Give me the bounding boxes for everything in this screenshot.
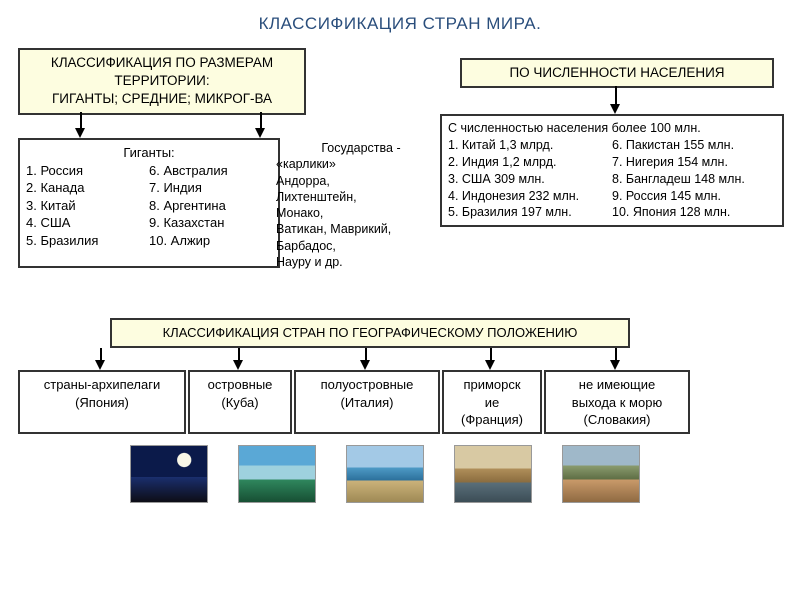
geo-category-box: островные(Куба) xyxy=(188,370,292,434)
geo-category-line: не имеющие xyxy=(552,376,682,394)
dwarfs-header: Государства - xyxy=(276,140,446,156)
size-line1: КЛАССИФИКАЦИЯ ПО РАЗМЕРАМ xyxy=(26,54,298,72)
population-box: С численностью населения более 100 млн. … xyxy=(440,114,784,227)
giants-col1: 1. Россия 2. Канада 3. Китай 4. США 5. Б… xyxy=(26,162,149,250)
population-row: 3. США 309 млн.8. Бангладеш 148 млн. xyxy=(448,171,776,188)
size-classification-box: КЛАССИФИКАЦИЯ ПО РАЗМЕРАМ ТЕРРИТОРИИ: ГИ… xyxy=(18,48,306,115)
giants-box: Гиганты: 1. Россия 2. Канада 3. Китай 4.… xyxy=(18,138,280,268)
dwarf-states-box: Государства - «карлики» Андорра, Лихтенш… xyxy=(276,140,446,270)
population-header-box: ПО ЧИСЛЕННОСТИ НАСЕЛЕНИЯ xyxy=(460,58,774,88)
population-right: 10. Япония 128 млн. xyxy=(612,204,776,221)
dwarfs-body: «карлики» Андорра, Лихтенштейн, Монако, … xyxy=(276,156,446,270)
population-left: 3. США 309 млн. xyxy=(448,171,612,188)
giants-header: Гиганты: xyxy=(26,144,272,162)
geo-category-line: (Франция) xyxy=(450,411,534,429)
population-right: 8. Бангладеш 148 млн. xyxy=(612,171,776,188)
geo-category-line: приморск xyxy=(450,376,534,394)
population-left: 4. Индонезия 232 млн. xyxy=(448,188,612,205)
geo-category-line: (Италия) xyxy=(302,394,432,412)
population-intro: С численностью населения более 100 млн. xyxy=(448,120,776,137)
geo-category-box: полуостровные(Италия) xyxy=(294,370,440,434)
population-left: 1. Китай 1,3 млрд. xyxy=(448,137,612,154)
slovakia-town-thumb xyxy=(562,445,640,503)
geo-category-line: выхода к морю xyxy=(552,394,682,412)
page-title: КЛАССИФИКАЦИЯ СТРАН МИРА. xyxy=(0,0,800,44)
japan-city-night-thumb xyxy=(130,445,208,503)
population-left: 2. Индия 1,2 млрд. xyxy=(448,154,612,171)
size-line2: ТЕРРИТОРИИ: xyxy=(26,72,298,90)
geo-category-line: (Куба) xyxy=(196,394,284,412)
geo-category-line: страны-архипелаги xyxy=(26,376,178,394)
population-left: 5. Бразилия 197 млн. xyxy=(448,204,612,221)
population-right: 7. Нигерия 154 млн. xyxy=(612,154,776,171)
population-right: 9. Россия 145 млн. xyxy=(612,188,776,205)
population-right: 6. Пакистан 155 млн. xyxy=(612,137,776,154)
population-row: 4. Индонезия 232 млн.9. Россия 145 млн. xyxy=(448,188,776,205)
geo-category-line: полуостровные xyxy=(302,376,432,394)
geo-category-box: страны-архипелаги(Япония) xyxy=(18,370,186,434)
geo-category-box: приморские(Франция) xyxy=(442,370,542,434)
population-row: 1. Китай 1,3 млрд.6. Пакистан 155 млн. xyxy=(448,137,776,154)
geo-category-box: не имеющиевыхода к морю(Словакия) xyxy=(544,370,690,434)
geo-category-line: (Словакия) xyxy=(552,411,682,429)
geo-category-line: ие xyxy=(450,394,534,412)
geo-header-text: КЛАССИФИКАЦИЯ СТРАН ПО ГЕОГРАФИЧЕСКОМУ П… xyxy=(163,325,578,340)
france-port-thumb xyxy=(454,445,532,503)
population-row: 2. Индия 1,2 млрд.7. Нигерия 154 млн. xyxy=(448,154,776,171)
giants-col2: 6. Австралия 7. Индия 8. Аргентина 9. Ка… xyxy=(149,162,272,250)
population-header-text: ПО ЧИСЛЕННОСТИ НАСЕЛЕНИЯ xyxy=(509,65,724,80)
geo-category-line: (Япония) xyxy=(26,394,178,412)
population-row: 5. Бразилия 197 млн.10. Япония 128 млн. xyxy=(448,204,776,221)
geo-header-box: КЛАССИФИКАЦИЯ СТРАН ПО ГЕОГРАФИЧЕСКОМУ П… xyxy=(110,318,630,348)
size-line3: ГИГАНТЫ; СРЕДНИЕ; МИКРОГ-ВА xyxy=(26,90,298,108)
geo-category-line: островные xyxy=(196,376,284,394)
italy-beach-thumb xyxy=(346,445,424,503)
cuba-beach-thumb xyxy=(238,445,316,503)
image-row xyxy=(130,445,640,503)
